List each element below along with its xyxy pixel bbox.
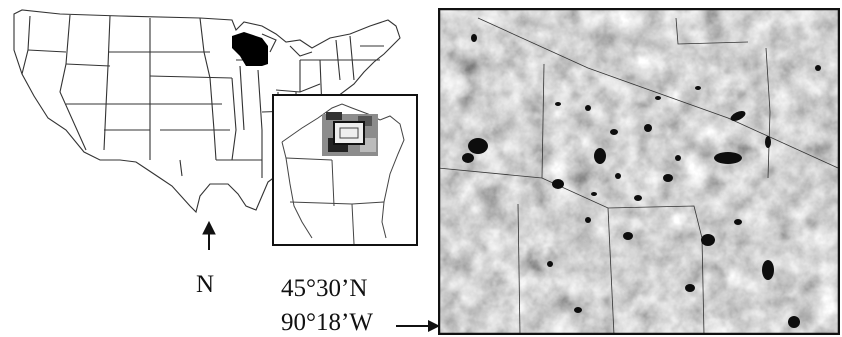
latitude-label: 45°30’N (281, 275, 368, 302)
north-arrow (202, 220, 216, 250)
wisconsin-highlight (232, 32, 268, 66)
raster-frame (438, 8, 840, 335)
study-area-box (333, 121, 365, 145)
north-label: N (196, 271, 215, 298)
study-area-patch (322, 112, 378, 156)
coordinate-arrow (396, 320, 440, 332)
wisconsin-inset-map (272, 94, 418, 246)
study-area-raster-map (438, 8, 840, 335)
lakes (462, 34, 821, 328)
longitude-label: 90°18’W (281, 309, 373, 336)
raster-boundaries (438, 17, 839, 335)
raster-texture (438, 8, 840, 335)
